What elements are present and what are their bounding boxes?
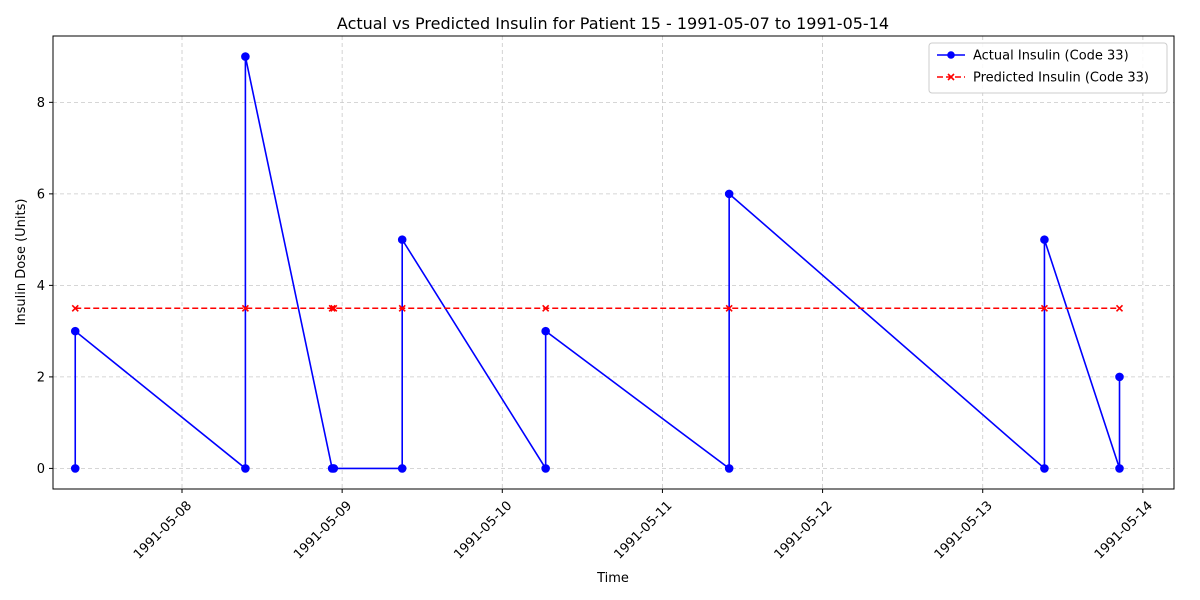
x-tick-label: 1991-05-08	[131, 498, 195, 562]
marker-stroke	[398, 304, 406, 312]
legend-label: Predicted Insulin (Code 33)	[973, 71, 1149, 86]
data-point-predicted	[1115, 304, 1124, 312]
data-point-actual	[241, 464, 250, 473]
marker-stroke	[1115, 304, 1124, 312]
series-line-actual	[74, 56, 1121, 472]
marker-stroke	[328, 304, 336, 312]
marker-stroke	[1040, 304, 1049, 312]
legend-label: Actual Insulin (Code 33)	[973, 49, 1129, 64]
x-tick-label: 1991-05-11	[611, 498, 675, 562]
y-axis-label: Insulin Dose (Units)	[14, 199, 29, 326]
data-point-actual	[541, 326, 550, 336]
y-tick-label: 2	[37, 370, 45, 385]
data-point-actual	[1040, 464, 1049, 473]
legend-frame	[928, 42, 1168, 94]
data-point-predicted	[725, 304, 733, 312]
chart-title: Actual vs Predicted Insulin for Patient …	[337, 14, 889, 33]
data-point-actual	[241, 52, 250, 61]
x-tick-label: 1991-05-14	[1092, 498, 1156, 562]
legend-marker	[947, 73, 955, 81]
data-point-predicted	[328, 304, 336, 312]
data-point-actual	[329, 464, 339, 473]
data-point-predicted	[1040, 304, 1049, 312]
marker-stroke	[947, 73, 955, 81]
data-point-actual	[1115, 372, 1124, 382]
marker-stroke	[542, 304, 550, 312]
x-tick-label: 1991-05-13	[932, 498, 996, 562]
marker-stroke	[725, 304, 733, 312]
data-point-actual	[70, 464, 80, 473]
y-tick-label: 8	[37, 96, 45, 111]
x-tick-label: 1991-05-09	[291, 498, 355, 562]
y-tick-label: 4	[37, 279, 45, 294]
data-point-predicted	[71, 304, 79, 312]
data-point-predicted	[542, 304, 550, 312]
data-point-predicted	[398, 304, 406, 312]
y-tick-label: 6	[37, 187, 45, 202]
legend: Actual Insulin (Code 33) Predicted Insuli…	[928, 42, 1168, 94]
series-layer	[70, 52, 1124, 473]
x-axis-label: Time	[596, 571, 629, 586]
x-tick-label: 1991-05-12	[772, 498, 836, 562]
marker-stroke	[241, 304, 249, 312]
y-tick-label: 0	[37, 462, 45, 477]
data-point-actual	[1115, 464, 1124, 473]
plot-area-frame	[52, 35, 1175, 490]
legend-marker	[947, 51, 955, 59]
data-point-actual	[397, 464, 407, 473]
grid	[53, 36, 1174, 489]
data-point-actual	[397, 235, 407, 244]
data-point-actual	[724, 464, 734, 473]
x-tick-label: 1991-05-10	[451, 498, 515, 562]
data-point-predicted	[241, 304, 249, 312]
data-point-actual	[1040, 235, 1049, 244]
data-point-actual	[724, 189, 734, 199]
marker-stroke	[330, 304, 338, 312]
axes: 0 2 4 6 8 1991-05-08 1991-05-09 1991-05-10 1991-…	[37, 96, 1156, 563]
data-point-predicted	[330, 304, 338, 312]
data-point-actual	[541, 464, 550, 473]
marker-stroke	[71, 304, 79, 312]
data-point-actual	[70, 326, 80, 336]
